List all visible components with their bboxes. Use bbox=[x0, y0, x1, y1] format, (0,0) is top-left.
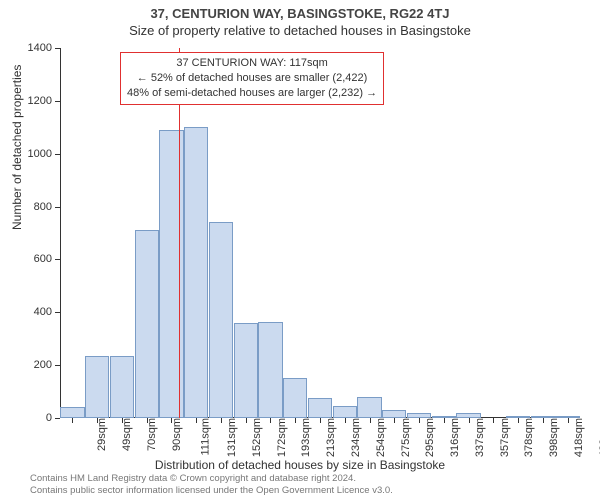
xtick-label: 111sqm bbox=[200, 418, 212, 456]
chart-title-address: 37, CENTURION WAY, BASINGSTOKE, RG22 4TJ bbox=[0, 0, 600, 21]
histogram-bar bbox=[333, 406, 357, 418]
histogram-bar bbox=[209, 222, 233, 418]
chart-container: 37, CENTURION WAY, BASINGSTOKE, RG22 4TJ… bbox=[0, 0, 600, 500]
histogram-bar bbox=[308, 398, 332, 418]
histogram-bar bbox=[234, 323, 258, 418]
footer-line2: Contains public sector information licen… bbox=[30, 485, 393, 496]
histogram-bar bbox=[357, 397, 381, 418]
footer-attribution: Contains HM Land Registry data © Crown c… bbox=[30, 473, 393, 496]
annotation-box: 37 CENTURION WAY: 117sqm← 52% of detache… bbox=[120, 52, 384, 105]
xtick-label: 131sqm bbox=[226, 418, 238, 457]
xtick-label: 152sqm bbox=[251, 418, 263, 457]
ytick-label: 1400 bbox=[12, 42, 52, 54]
histogram-bar bbox=[85, 356, 109, 418]
xtick-label: 172sqm bbox=[276, 418, 288, 457]
xtick-label: 234sqm bbox=[350, 418, 362, 457]
xtick-label: 213sqm bbox=[325, 418, 337, 457]
histogram-bar bbox=[283, 378, 307, 418]
histogram-bar bbox=[382, 410, 406, 418]
xtick-label: 275sqm bbox=[400, 418, 412, 457]
xtick-label: 295sqm bbox=[424, 418, 436, 457]
ytick-label: 0 bbox=[12, 412, 52, 424]
annotation-line3: 48% of semi-detached houses are larger (… bbox=[127, 86, 377, 101]
xtick-label: 90sqm bbox=[171, 418, 183, 451]
ytick-label: 400 bbox=[12, 306, 52, 318]
plot-area: 020040060080010001200140029sqm49sqm70sqm… bbox=[60, 48, 580, 418]
footer-line1: Contains HM Land Registry data © Crown c… bbox=[30, 473, 393, 484]
xtick-label: 337sqm bbox=[474, 418, 486, 457]
ytick-label: 1200 bbox=[12, 95, 52, 107]
xtick-label: 418sqm bbox=[573, 418, 585, 457]
xtick-label: 357sqm bbox=[499, 418, 511, 457]
histogram-bar bbox=[60, 407, 84, 418]
x-axis-label: Distribution of detached houses by size … bbox=[0, 458, 600, 472]
ytick-label: 200 bbox=[12, 359, 52, 371]
xtick-label: 254sqm bbox=[375, 418, 387, 457]
ytick-label: 800 bbox=[12, 201, 52, 213]
histogram-bar bbox=[135, 230, 159, 418]
xtick-label: 70sqm bbox=[146, 418, 158, 451]
ytick-label: 1000 bbox=[12, 148, 52, 160]
xtick-label: 316sqm bbox=[449, 418, 461, 457]
xtick-label: 378sqm bbox=[523, 418, 535, 457]
chart-subtitle: Size of property relative to detached ho… bbox=[0, 21, 600, 38]
histogram-bar bbox=[258, 322, 282, 418]
xtick-label: 398sqm bbox=[548, 418, 560, 457]
xtick-label: 193sqm bbox=[301, 418, 313, 457]
annotation-line1: 37 CENTURION WAY: 117sqm bbox=[127, 56, 377, 71]
histogram-bar bbox=[184, 127, 208, 418]
xtick-label: 49sqm bbox=[121, 418, 133, 451]
xtick-label: 29sqm bbox=[96, 418, 108, 451]
ytick-label: 600 bbox=[12, 253, 52, 265]
annotation-line2: ← 52% of detached houses are smaller (2,… bbox=[127, 71, 377, 86]
histogram-bar bbox=[110, 356, 134, 418]
